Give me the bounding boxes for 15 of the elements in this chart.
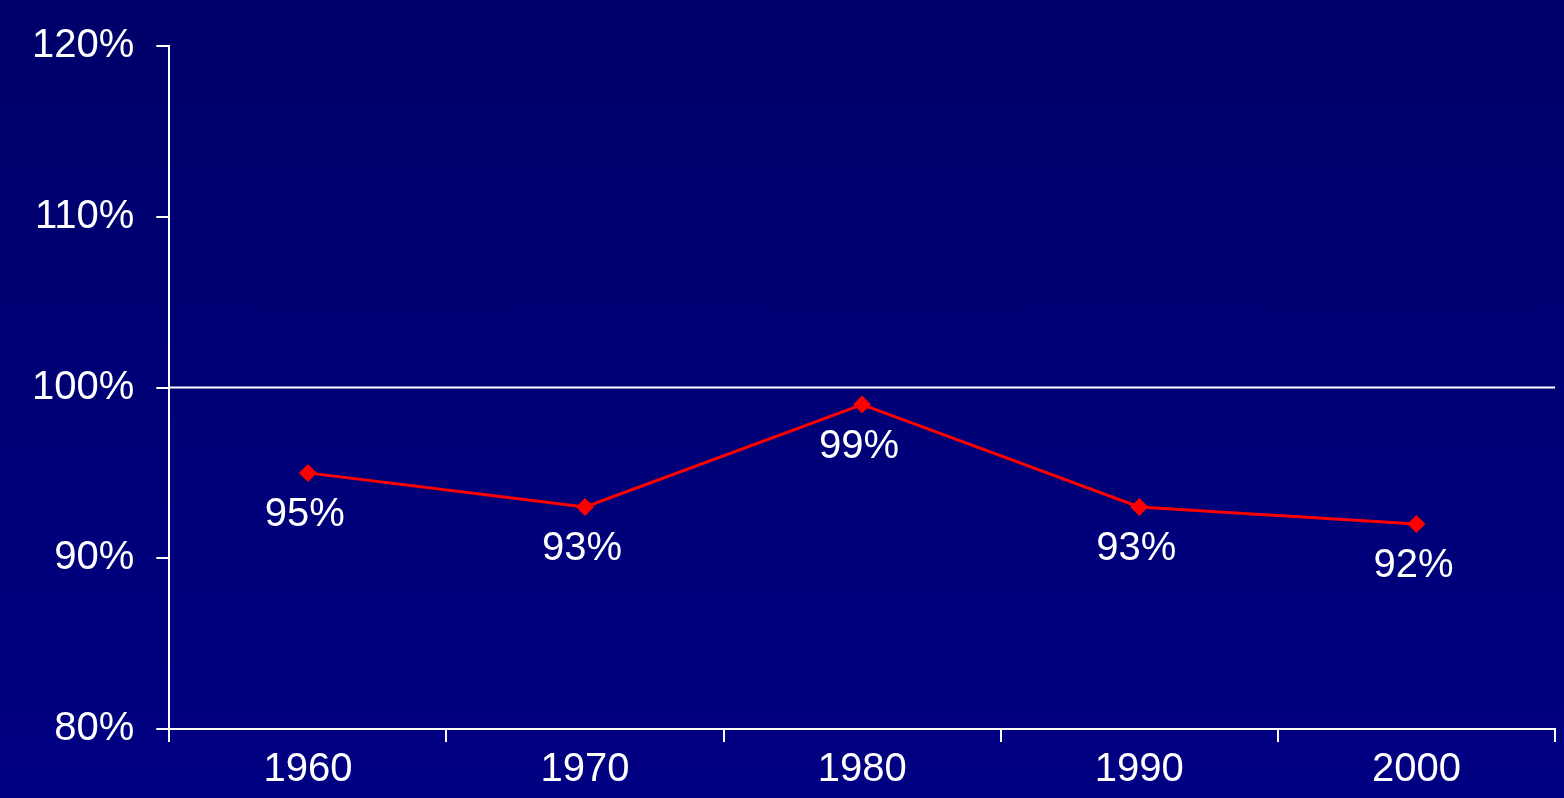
x-tick-label: 1970 xyxy=(540,745,630,790)
y-tick-label: 100% xyxy=(31,362,135,407)
data-label: 99% xyxy=(819,421,900,466)
y-tick-label: 90% xyxy=(54,533,135,578)
y-tick-label: 120% xyxy=(31,21,135,66)
data-label: 93% xyxy=(541,524,623,569)
data-label: 93% xyxy=(1096,524,1177,569)
x-tick-label: 1980 xyxy=(817,745,907,790)
x-tick-label: 1990 xyxy=(1094,745,1184,790)
x-tick-label: 2000 xyxy=(1371,745,1461,790)
x-tick-label: 1960 xyxy=(263,745,353,790)
data-label: 95% xyxy=(264,489,345,534)
y-tick-label: 110% xyxy=(34,191,135,236)
data-label: 92% xyxy=(1373,541,1454,586)
y-tick-label: 80% xyxy=(54,704,135,749)
